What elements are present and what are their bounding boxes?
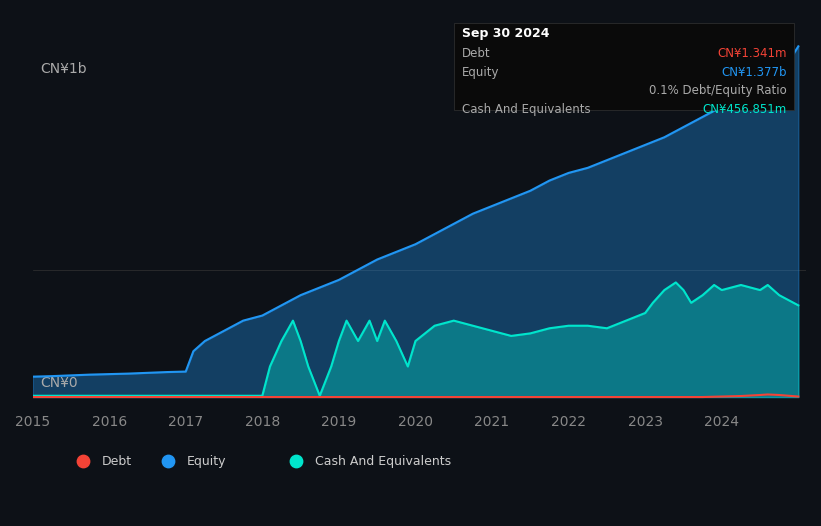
- Text: Debt: Debt: [102, 454, 132, 468]
- Text: Equity: Equity: [187, 454, 227, 468]
- Text: Cash And Equivalents: Cash And Equivalents: [315, 454, 451, 468]
- Text: Cash And Equivalents: Cash And Equivalents: [462, 104, 590, 116]
- Text: CN¥456.851m: CN¥456.851m: [703, 104, 787, 116]
- FancyBboxPatch shape: [454, 23, 795, 110]
- Text: CN¥1.341m: CN¥1.341m: [718, 47, 787, 59]
- Text: Debt: Debt: [462, 47, 490, 59]
- Text: CN¥0: CN¥0: [40, 376, 78, 390]
- Text: Sep 30 2024: Sep 30 2024: [462, 27, 549, 40]
- Text: CN¥1b: CN¥1b: [40, 63, 87, 76]
- Text: 0.1% Debt/Equity Ratio: 0.1% Debt/Equity Ratio: [649, 85, 787, 97]
- Text: Equity: Equity: [462, 66, 499, 78]
- Text: CN¥1.377b: CN¥1.377b: [721, 66, 787, 78]
